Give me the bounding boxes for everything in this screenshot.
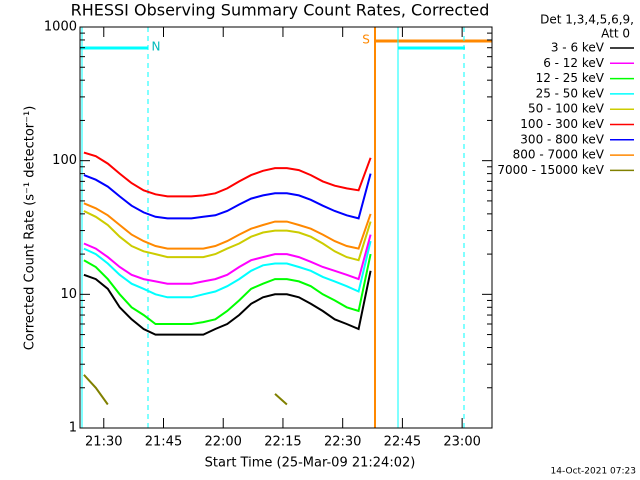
legend-label: 50 - 100 keV [528,102,605,116]
footer: 14-Oct-2021 07:23 [551,467,636,477]
chart-title: RHESSI Observing Summary Count Rates, Co… [71,1,490,20]
data-line [83,253,372,325]
y-tick-label: 100 [52,153,77,168]
y-tick-label: 10 [60,287,77,302]
x-tick-label: 22:15 [264,435,301,450]
y-tick-label: 1 [69,421,77,436]
flag-label: N [152,40,161,54]
y-axis-label: Corrected Count Rate (s⁻¹ detector⁻¹) [23,106,38,351]
y-tick-label: 1000 [44,20,77,35]
legend-label: 7000 - 15000 keV [497,163,604,177]
data-line [83,234,372,285]
data-line [83,374,109,406]
legend-label: 3 - 6 keV [551,41,605,55]
data-line [83,240,372,299]
legend-label: 12 - 25 keV [536,71,605,85]
data-line [83,151,372,198]
legend-title: Det 1,3,4,5,6,9, [540,13,634,27]
x-tick-label: 21:30 [85,435,122,450]
data-line [83,210,372,262]
legend-title: Att 0 [601,27,630,41]
legend-label: 300 - 800 keV [520,132,604,146]
legend-label: 6 - 12 keV [543,56,605,70]
legend-label: 100 - 300 keV [520,117,604,131]
data-line [83,270,372,336]
x-tick-label: 22:30 [324,435,361,450]
x-tick-label: 22:00 [204,435,241,450]
legend-label: 800 - 7000 keV [513,148,605,162]
x-tick-label: 23:00 [443,435,480,450]
flag-label: S [362,33,370,47]
legend-label: 25 - 50 keV [536,86,605,100]
plot-frame [79,26,493,429]
x-axis-label: Start Time (25-Mar-09 21:24:02) [205,456,416,471]
data-line [83,173,372,220]
x-tick-label: 21:45 [145,435,182,450]
data-line [83,202,372,250]
x-tick-label: 22:45 [384,435,421,450]
data-line [274,393,288,406]
